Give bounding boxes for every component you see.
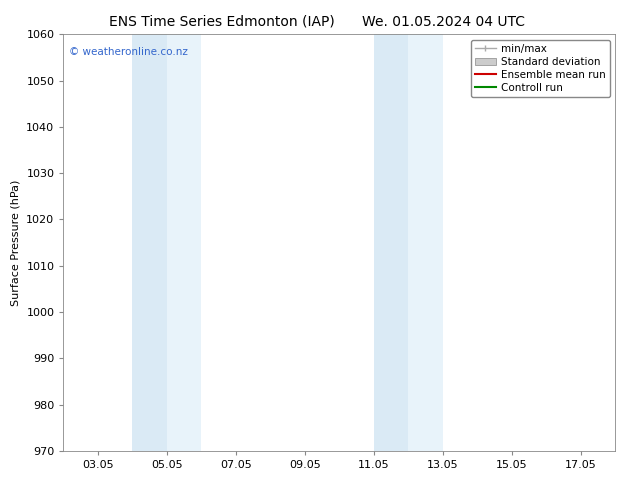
Text: ENS Time Series Edmonton (IAP): ENS Time Series Edmonton (IAP) <box>109 15 335 29</box>
Bar <box>133 34 167 451</box>
Bar <box>167 34 202 451</box>
Bar <box>373 34 408 451</box>
Bar <box>408 34 443 451</box>
Y-axis label: Surface Pressure (hPa): Surface Pressure (hPa) <box>11 179 21 306</box>
Legend: min/max, Standard deviation, Ensemble mean run, Controll run: min/max, Standard deviation, Ensemble me… <box>470 40 610 97</box>
Text: © weatheronline.co.nz: © weatheronline.co.nz <box>69 47 188 57</box>
Text: We. 01.05.2024 04 UTC: We. 01.05.2024 04 UTC <box>362 15 526 29</box>
